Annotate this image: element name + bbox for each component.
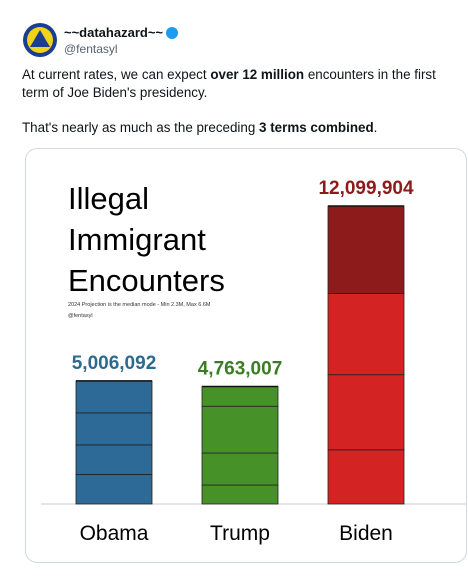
chart-title: Immigrant: [68, 222, 206, 257]
chart-title: Illegal: [68, 181, 149, 216]
chart-card[interactable]: Illegal Immigrant Encounters 2024 Projectio…: [25, 148, 467, 563]
paragraph: That's nearly as much as the preceding 3…: [22, 119, 447, 137]
total-label: 4,763,007: [198, 359, 283, 380]
bar-segment: [75, 444, 153, 475]
text: At current rates, we can expect: [22, 67, 211, 82]
bar-segment: [201, 452, 279, 486]
text: That's nearly as much as the preceding: [22, 120, 260, 135]
bar-segment: [75, 412, 153, 446]
bar-segment: [201, 386, 279, 407]
author-name[interactable]: ~~datahazard~~: [64, 25, 178, 40]
bold-text: 3 terms combined: [259, 120, 374, 135]
bold-text: over 12 million: [210, 67, 305, 82]
bar-segment: [75, 380, 153, 414]
chart: Illegal Immigrant Encounters 2024 Projectio…: [41, 178, 466, 545]
avatar[interactable]: [22, 22, 58, 58]
subtitle: 2024 Projection is the median mode - Min…: [68, 302, 211, 308]
paragraph: At current rates, we can expect over 12 …: [22, 66, 447, 102]
tweet-text: At current rates, we can expect over 12 …: [22, 66, 447, 154]
author-name-text[interactable]: ~~datahazard~~: [64, 25, 163, 40]
total-label: 5,006,092: [72, 353, 157, 374]
chart-title: Encounters: [68, 263, 225, 298]
category-label: Obama: [80, 522, 149, 545]
bar-segment: [75, 474, 153, 505]
verified-badge: [166, 27, 178, 39]
bar-segment: [327, 205, 405, 294]
handle[interactable]: @fentasyl: [64, 42, 118, 56]
category-label: Biden: [339, 522, 393, 545]
bar-segment: [327, 449, 405, 505]
bar-segment: [327, 374, 405, 451]
bar-segment: [201, 484, 279, 505]
text: encounters in the first term of Joe Bide…: [22, 67, 436, 100]
credit: @fentasyl: [68, 313, 93, 319]
category-label: Trump: [210, 522, 270, 545]
bar-segment: [201, 405, 279, 454]
bar-segment: [327, 293, 405, 376]
text: .: [373, 120, 378, 135]
total-label: 12,099,904: [318, 178, 414, 199]
